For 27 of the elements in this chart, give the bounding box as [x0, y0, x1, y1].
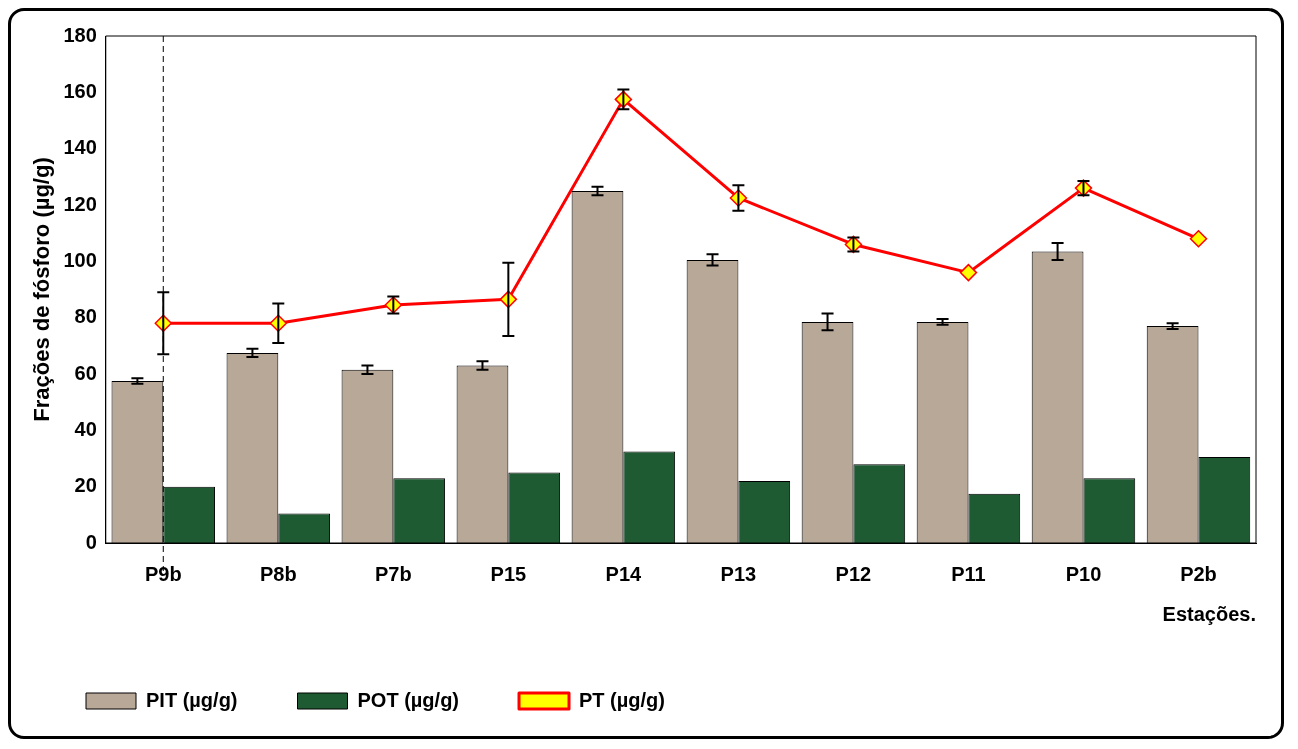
- y-tick-label: 80: [74, 305, 97, 328]
- x-tick-label: P2b: [1180, 562, 1217, 585]
- x-tick-label: P13: [720, 562, 757, 585]
- x-tick-label: P8b: [259, 562, 297, 585]
- x-tick-label: P12: [835, 562, 872, 585]
- point: [959, 263, 978, 282]
- y-tick-label: 180: [63, 23, 97, 46]
- x-tick-label: P7b: [374, 562, 412, 585]
- x-tick-label: P14: [605, 562, 643, 585]
- x-tick-label: P10: [1065, 562, 1102, 585]
- y-tick-label: 120: [63, 192, 97, 215]
- legend-label: PT (µg/g): [579, 688, 665, 711]
- x-axis-title: Estações.: [1162, 602, 1256, 625]
- y-tick-label: 140: [63, 136, 97, 159]
- x-tick-label: P11: [951, 562, 986, 585]
- point: [1189, 230, 1208, 248]
- y-tick-label: 60: [74, 361, 97, 384]
- legend-label: PIT (µg/g): [146, 688, 238, 711]
- y-tick-label: 20: [74, 474, 97, 497]
- x-tick-label: P15: [490, 562, 527, 585]
- legend-label: POT (µg/g): [357, 688, 460, 711]
- y-tick-label: 100: [63, 248, 97, 271]
- y-tick-label: 0: [85, 530, 97, 553]
- y-axis-title: Frações de fósforo (µg/g): [29, 157, 55, 422]
- y-tick-label: 40: [74, 417, 97, 440]
- x-tick-label: P9b: [144, 562, 182, 585]
- y-tick-label: 160: [63, 79, 97, 102]
